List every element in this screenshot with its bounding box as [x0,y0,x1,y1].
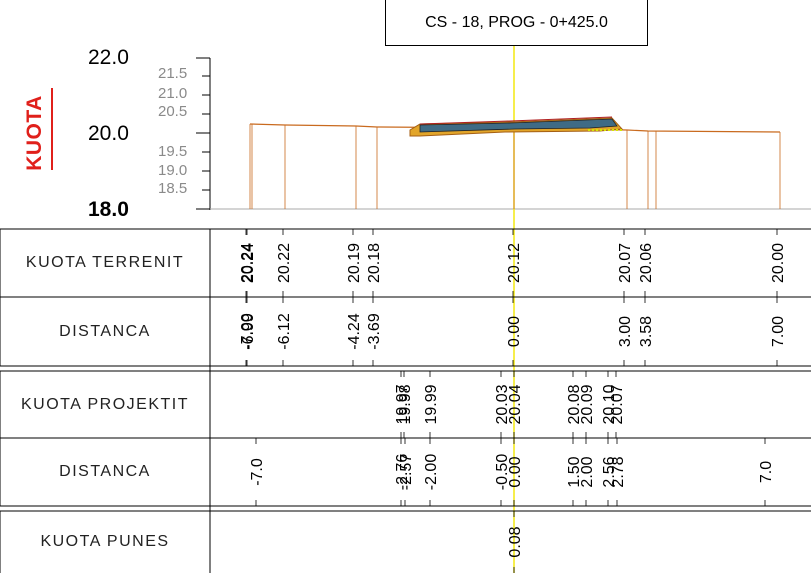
table-value: 7.00 [770,316,787,347]
table-value: 20.24 [240,243,257,283]
table-value: 2.78 [610,456,627,487]
minor-tick-20-5: 20.5 [158,103,188,120]
table-value: -0.50 [494,454,511,491]
row-label-kuota-terrenit: KUOTA TERRENIT [25,254,185,271]
minor-tick-21-5: 21.5 [158,65,188,82]
table-value: 20.00 [770,243,787,283]
table-value: 20.09 [579,384,596,424]
row-label-kuota-projektit: KUOTA PROJEKTIT [21,395,189,413]
table-value: 20.07 [609,384,626,424]
table-value: 2.56 [601,456,618,487]
major-tick-22: 22.0 [88,46,129,69]
table-value: -7.00 [239,313,256,350]
table-value: 19.98 [397,384,414,424]
table-value: 20.06 [638,243,655,283]
table-value: 3.58 [638,316,655,347]
row-label-distanca-terrenit: DISTANCA [59,322,151,340]
table-value: 20.04 [507,384,524,424]
table-value: 20.10 [601,384,618,424]
table-value: -3.69 [366,313,383,350]
table-value: -2.76 [394,454,411,491]
table-value: 19.99 [423,384,440,424]
table-value: 20.08 [566,384,583,424]
table-value: 0.00 [506,316,523,347]
table-value: -2.57 [398,454,415,491]
terrain-verticals [249,124,781,209]
table-value: 20.24 [239,243,256,283]
minor-tick-19-5: 19.5 [158,143,188,160]
table-value: 0.08 [507,526,524,557]
table-value: 3.00 [617,316,634,347]
minor-tick-18-5: 18.5 [158,180,188,197]
table-value: 1.50 [566,456,583,487]
section-title: CS - 18, PROG - 0+425.0 [385,0,648,46]
major-tick-20: 20.0 [88,122,129,145]
table-value: 20.03 [494,384,511,424]
row-label-distanca-projektit: DISTANCA [59,463,151,480]
kuota-underline [51,88,53,170]
major-tick-18: 18.0 [88,198,129,221]
table-value: 19.97 [394,384,411,424]
table-value: 20.12 [506,243,523,283]
table-value: -2.00 [423,454,440,491]
table-value: 2.00 [579,456,596,487]
table-value: 20.07 [617,243,634,283]
table-ticks [245,229,778,573]
table-value: -4.24 [346,313,363,350]
row-label-kuota-punes: KUOTA PUNES [40,533,170,550]
table-value: 7.0 [758,461,775,483]
data-table [0,228,811,573]
table-value: 20.19 [346,243,363,283]
minor-tick-21-0: 21.0 [158,85,188,102]
road-surface-line [419,116,613,125]
table-value: 20.22 [276,243,293,283]
minor-tick-19-0: 19.0 [158,162,188,179]
road-pavement [419,118,618,133]
table-value: -6.99 [240,313,257,350]
table-value: 20.18 [366,243,383,283]
table-value: -6.12 [276,313,293,350]
table-value: -7.0 [249,458,266,486]
table-value: 0.00 [507,456,524,487]
section-title-text: CS - 18, PROG - 0+425.0 [425,13,608,31]
